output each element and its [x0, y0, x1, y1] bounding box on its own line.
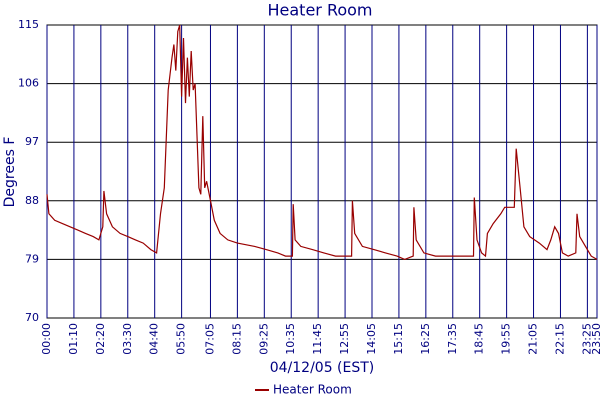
x-tick-label: 15:15: [392, 323, 405, 355]
y-tick-label: 106: [18, 77, 39, 90]
y-tick-label: 88: [25, 194, 39, 207]
x-axis-label: 04/12/05 (EST): [270, 360, 375, 376]
x-tick-label: 23:50: [590, 323, 600, 355]
x-tick-label: 18:45: [473, 323, 486, 355]
x-tick-label: 01:10: [67, 323, 80, 355]
y-tick-label: 115: [18, 18, 39, 31]
plot-area: [46, 24, 598, 319]
x-tick-label: 14:05: [365, 323, 378, 355]
x-tick-label: 04:40: [148, 323, 161, 355]
x-tick-label: 07:05: [203, 323, 216, 355]
x-tick-label: 00:00: [40, 323, 53, 355]
chart-title: Heater Room: [267, 1, 372, 20]
x-tick-label: 03:30: [121, 323, 134, 355]
y-tick-label: 70: [25, 311, 39, 324]
x-tick-label: 08:15: [230, 323, 243, 355]
y-axis-label: Degrees F: [2, 137, 18, 208]
x-tick-label: 23:25: [580, 323, 593, 355]
x-tick-label: 12:55: [338, 323, 351, 355]
x-tick-label: 21:05: [527, 323, 540, 355]
x-tick-label: 22:15: [553, 323, 566, 355]
y-tick-label: 97: [25, 135, 39, 148]
x-tick-label: 11:45: [311, 323, 324, 355]
data-line: [46, 24, 598, 261]
x-tick-label: 19:55: [500, 323, 513, 355]
x-tick-label: 10:35: [284, 323, 297, 355]
x-tick-label: 17:35: [446, 323, 459, 355]
x-tick-label: 16:25: [419, 323, 432, 355]
x-tick-label: 09:25: [257, 323, 270, 355]
legend-label: Heater Room: [273, 383, 352, 397]
x-tick-label: 05:50: [175, 323, 188, 355]
x-tick-label: 02:20: [94, 323, 107, 355]
y-tick-label: 79: [25, 252, 39, 265]
